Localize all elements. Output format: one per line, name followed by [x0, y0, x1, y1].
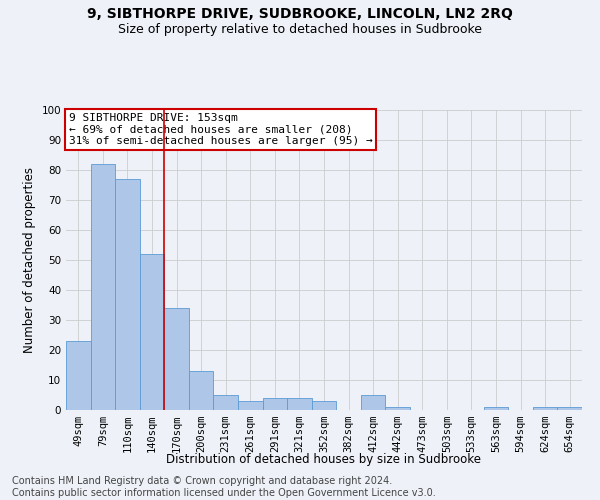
- Bar: [361, 395, 385, 410]
- Bar: [164, 308, 189, 410]
- Bar: [287, 398, 312, 410]
- Bar: [66, 341, 91, 410]
- Text: 9, SIBTHORPE DRIVE, SUDBROOKE, LINCOLN, LN2 2RQ: 9, SIBTHORPE DRIVE, SUDBROOKE, LINCOLN, …: [87, 8, 513, 22]
- Bar: [189, 371, 214, 410]
- Text: 9 SIBTHORPE DRIVE: 153sqm
← 69% of detached houses are smaller (208)
31% of semi: 9 SIBTHORPE DRIVE: 153sqm ← 69% of detac…: [68, 113, 373, 146]
- Bar: [91, 164, 115, 410]
- Y-axis label: Number of detached properties: Number of detached properties: [23, 167, 36, 353]
- Text: Contains HM Land Registry data © Crown copyright and database right 2024.
Contai: Contains HM Land Registry data © Crown c…: [12, 476, 436, 498]
- Bar: [533, 407, 557, 410]
- Text: Distribution of detached houses by size in Sudbrooke: Distribution of detached houses by size …: [167, 452, 482, 466]
- Bar: [312, 401, 336, 410]
- Bar: [484, 407, 508, 410]
- Bar: [385, 407, 410, 410]
- Bar: [263, 398, 287, 410]
- Bar: [557, 407, 582, 410]
- Bar: [140, 254, 164, 410]
- Bar: [238, 401, 263, 410]
- Text: Size of property relative to detached houses in Sudbrooke: Size of property relative to detached ho…: [118, 22, 482, 36]
- Bar: [214, 395, 238, 410]
- Bar: [115, 179, 140, 410]
